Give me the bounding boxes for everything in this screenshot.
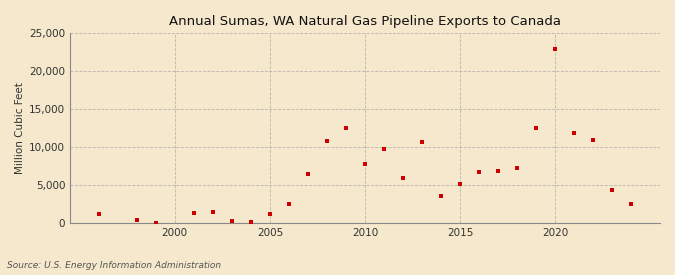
Point: [246, 220, 256, 225]
Point: [531, 126, 542, 130]
Point: [227, 219, 238, 223]
Point: [265, 212, 275, 216]
Point: [626, 202, 637, 206]
Point: [512, 166, 522, 170]
Point: [188, 210, 199, 215]
Text: Source: U.S. Energy Information Administration: Source: U.S. Energy Information Administ…: [7, 260, 221, 270]
Point: [436, 194, 447, 198]
Point: [360, 162, 371, 166]
Point: [569, 131, 580, 135]
Point: [93, 212, 104, 216]
Point: [341, 126, 352, 130]
Point: [416, 140, 427, 144]
Point: [132, 218, 142, 223]
Point: [302, 172, 313, 176]
Point: [379, 147, 389, 151]
Point: [455, 182, 466, 186]
Point: [207, 210, 218, 214]
Point: [493, 169, 504, 173]
Point: [284, 202, 294, 206]
Title: Annual Sumas, WA Natural Gas Pipeline Exports to Canada: Annual Sumas, WA Natural Gas Pipeline Ex…: [169, 15, 561, 28]
Point: [321, 139, 332, 143]
Point: [607, 188, 618, 193]
Point: [550, 47, 561, 51]
Point: [151, 221, 161, 225]
Point: [474, 170, 485, 174]
Point: [398, 175, 408, 180]
Point: [588, 138, 599, 142]
Y-axis label: Million Cubic Feet: Million Cubic Feet: [15, 82, 25, 174]
